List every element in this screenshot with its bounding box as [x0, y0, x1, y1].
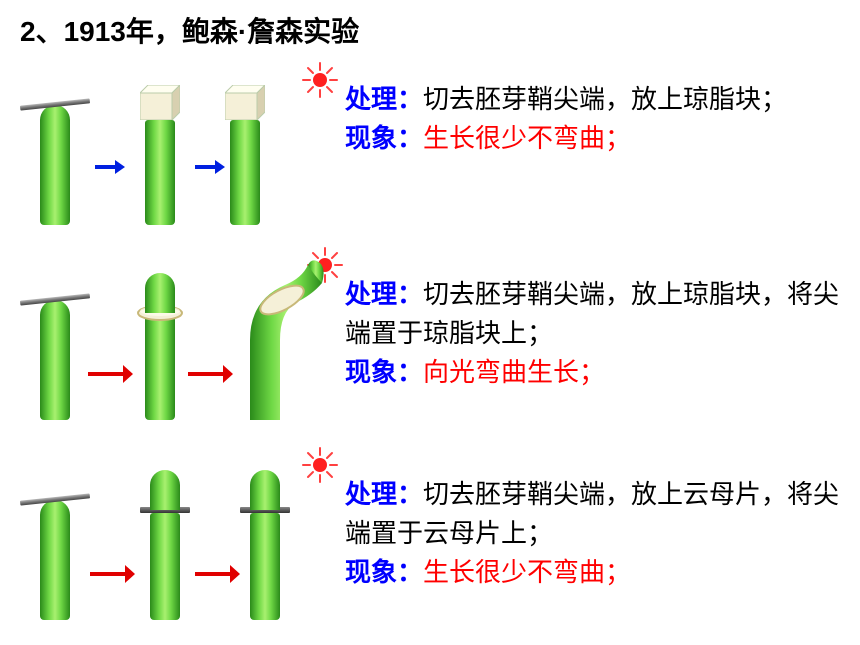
light-icon [300, 445, 340, 485]
experiment-row: 处理：切去胚芽鞘尖端，放上云母片，将尖端置于云母片上；现象：生长很少不弯曲； [0, 445, 860, 635]
light-icon [300, 60, 340, 100]
coleoptile [150, 445, 180, 625]
agar-block-icon [140, 85, 180, 120]
treatment-label: 处理： [345, 84, 423, 114]
result-text: 生长很少不弯曲； [423, 557, 631, 587]
arrow-icon [95, 160, 125, 174]
experiment-row: 处理：切去胚芽鞘尖端，放上琼脂块，将尖端置于琼脂块上；现象：向光弯曲生长； [0, 245, 860, 435]
coleoptile [40, 445, 70, 625]
coleoptile [240, 245, 330, 425]
arrow-icon [88, 365, 133, 383]
diagram-area [10, 50, 330, 240]
arrow-icon [188, 365, 233, 383]
coleoptile-tip [150, 470, 180, 510]
agar-block-icon [225, 85, 265, 120]
coleoptile [250, 445, 280, 625]
result-text: 向光弯曲生长； [423, 357, 605, 387]
arrow-icon [195, 565, 240, 583]
coleoptile-tip [250, 470, 280, 510]
treatment-label: 处理： [345, 479, 423, 509]
page-title: 2、1913年，鲍森·詹森实验 [20, 10, 359, 50]
coleoptile-tip [145, 273, 175, 313]
coleoptile [230, 50, 260, 230]
result-label: 现象： [345, 123, 423, 153]
diagram-area [10, 245, 330, 435]
result-label: 现象： [345, 357, 423, 387]
treatment-label: 处理： [345, 279, 423, 309]
description-text: 处理：切去胚芽鞘尖端，放上琼脂块；现象：生长很少不弯曲； [345, 80, 850, 158]
arrow-icon [195, 160, 225, 174]
description-text: 处理：切去胚芽鞘尖端，放上琼脂块，将尖端置于琼脂块上；现象：向光弯曲生长； [345, 275, 850, 392]
result-label: 现象： [345, 557, 423, 587]
coleoptile [40, 50, 70, 230]
arrow-icon [90, 565, 135, 583]
coleoptile [145, 245, 175, 425]
description-text: 处理：切去胚芽鞘尖端，放上云母片，将尖端置于云母片上；现象：生长很少不弯曲； [345, 475, 850, 592]
coleoptile [145, 50, 175, 230]
result-text: 生长很少不弯曲； [423, 123, 631, 153]
coleoptile [40, 245, 70, 425]
treatment-text: 切去胚芽鞘尖端，放上琼脂块； [423, 84, 787, 114]
diagram-area [10, 445, 330, 635]
experiment-row: 处理：切去胚芽鞘尖端，放上琼脂块；现象：生长很少不弯曲； [0, 50, 860, 240]
